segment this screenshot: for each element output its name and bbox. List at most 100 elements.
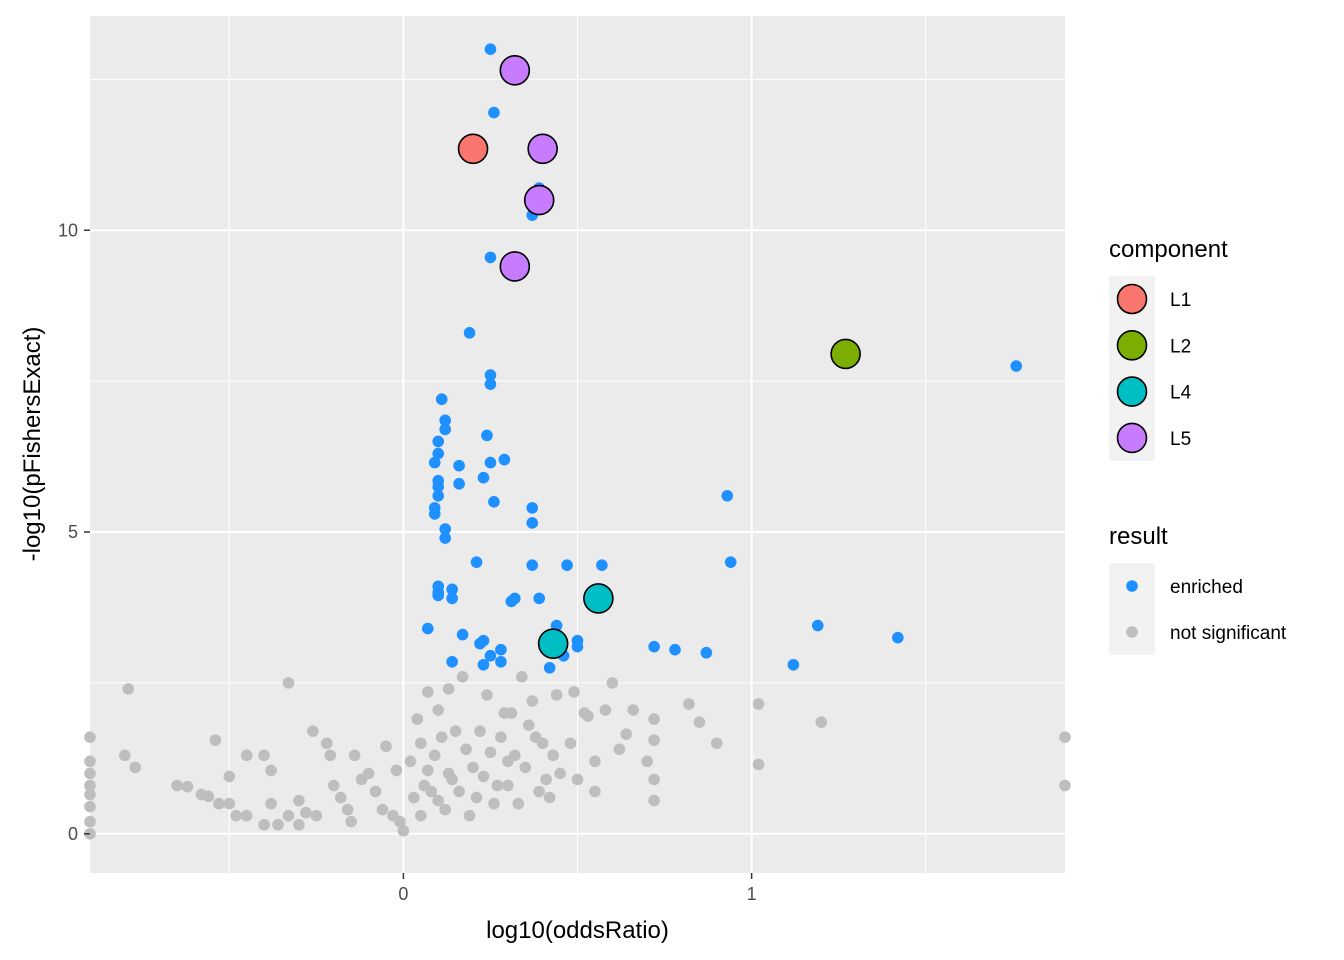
- component-point-l5: [499, 55, 531, 86]
- not-significant-point: [421, 686, 434, 698]
- not-significant-point: [411, 713, 424, 725]
- not-significant-point: [435, 731, 448, 744]
- enriched-point: [892, 631, 904, 644]
- not-significant-point: [300, 806, 312, 819]
- not-significant-point: [648, 794, 660, 807]
- enriched-point: [474, 637, 486, 650]
- enriched-point: [421, 622, 434, 635]
- not-significant-point: [589, 755, 601, 768]
- enriched-point: [669, 643, 681, 656]
- not-significant-point: [522, 719, 535, 731]
- not-significant-point: [265, 764, 277, 777]
- enriched-point: [484, 649, 497, 662]
- not-significant-point: [223, 770, 236, 783]
- not-significant-point: [495, 731, 507, 744]
- legend-result: result enriched not significant: [1109, 523, 1287, 655]
- not-significant-point: [265, 797, 277, 810]
- enriched-point: [1010, 360, 1023, 372]
- not-significant-point: [223, 797, 236, 810]
- not-significant-point: [488, 797, 500, 810]
- not-significant-point: [84, 788, 96, 801]
- not-significant-point: [446, 773, 458, 786]
- not-significant-point: [84, 731, 96, 744]
- y-tick-label: 5: [68, 522, 78, 542]
- not-significant-point: [505, 707, 518, 719]
- not-significant-point: [547, 749, 559, 762]
- not-significant-point: [307, 725, 319, 737]
- not-significant-point: [428, 749, 441, 762]
- x-axis-title: log10(oddsRatio): [486, 917, 669, 944]
- legend-component-title: component: [1109, 236, 1228, 263]
- enriched-point: [432, 480, 445, 493]
- not-significant-point: [491, 779, 504, 792]
- not-significant-point: [536, 737, 549, 750]
- enriched-point: [446, 583, 458, 596]
- legend-key-l5: [1116, 422, 1148, 454]
- not-significant-point: [84, 800, 96, 813]
- not-significant-point: [341, 803, 354, 816]
- not-significant-point: [425, 785, 438, 798]
- enriched-point: [526, 502, 539, 514]
- not-significant-point: [376, 803, 389, 816]
- component-point-l4: [583, 583, 614, 614]
- enriched-point: [571, 640, 584, 653]
- x-tick-label: 1: [747, 884, 757, 904]
- not-significant-point: [481, 689, 493, 701]
- not-significant-point: [752, 758, 765, 771]
- major-grid: [90, 16, 1065, 873]
- not-significant-point: [171, 779, 183, 792]
- not-significant-point: [648, 713, 660, 725]
- enriched-point: [432, 447, 445, 460]
- legend-key-l2: [1116, 329, 1148, 361]
- not-significant-point: [540, 773, 552, 786]
- enriched-point: [481, 429, 493, 442]
- enriched-point: [428, 508, 441, 520]
- not-significant-point: [240, 749, 253, 762]
- not-significant-point: [620, 728, 633, 740]
- not-significant-point: [345, 815, 357, 828]
- legend-label-l2: L2: [1170, 336, 1191, 357]
- not-significant-point: [327, 779, 340, 792]
- enriched-point: [463, 327, 476, 339]
- component-point-l4: [537, 628, 569, 659]
- not-significant-point: [310, 809, 323, 822]
- not-significant-point: [752, 698, 765, 710]
- enriched-point: [439, 414, 451, 427]
- enriched-point: [505, 595, 518, 608]
- not-significant-point: [599, 704, 612, 716]
- not-significant-point: [432, 794, 445, 807]
- not-significant-point: [606, 677, 619, 689]
- not-significant-point: [324, 749, 337, 762]
- legend-label-result: not significant: [1170, 623, 1287, 644]
- enriched-point: [432, 589, 445, 602]
- not-significant-point: [122, 683, 135, 695]
- not-significant-point: [456, 671, 469, 683]
- not-significant-point: [380, 740, 392, 753]
- enriched-point: [484, 378, 497, 390]
- not-significant-point: [408, 791, 420, 804]
- not-significant-point: [648, 773, 660, 786]
- not-significant-point: [181, 780, 194, 793]
- not-significant-point: [415, 737, 427, 750]
- enriched-point: [439, 532, 451, 544]
- enriched-point: [787, 658, 800, 671]
- not-significant-point: [648, 734, 660, 747]
- not-significant-point: [515, 671, 528, 683]
- not-significant-point: [348, 749, 361, 762]
- not-significant-point: [202, 790, 215, 803]
- not-significant-point: [293, 818, 305, 831]
- enriched-point: [484, 369, 497, 381]
- legend-label-result: enriched: [1170, 577, 1243, 598]
- not-significant-point: [460, 743, 472, 756]
- enriched-point: [724, 556, 737, 568]
- legend-key-l1: [1116, 283, 1148, 315]
- not-significant-point: [582, 710, 594, 722]
- not-significant-point: [84, 755, 96, 768]
- y-axis-title: -log10(pFishersExact): [19, 327, 46, 562]
- not-significant-point: [282, 677, 295, 689]
- not-significant-point: [404, 755, 417, 768]
- minor-grid: [90, 16, 1065, 873]
- not-significant-point: [710, 737, 723, 750]
- legend-label-l5: L5: [1170, 429, 1191, 450]
